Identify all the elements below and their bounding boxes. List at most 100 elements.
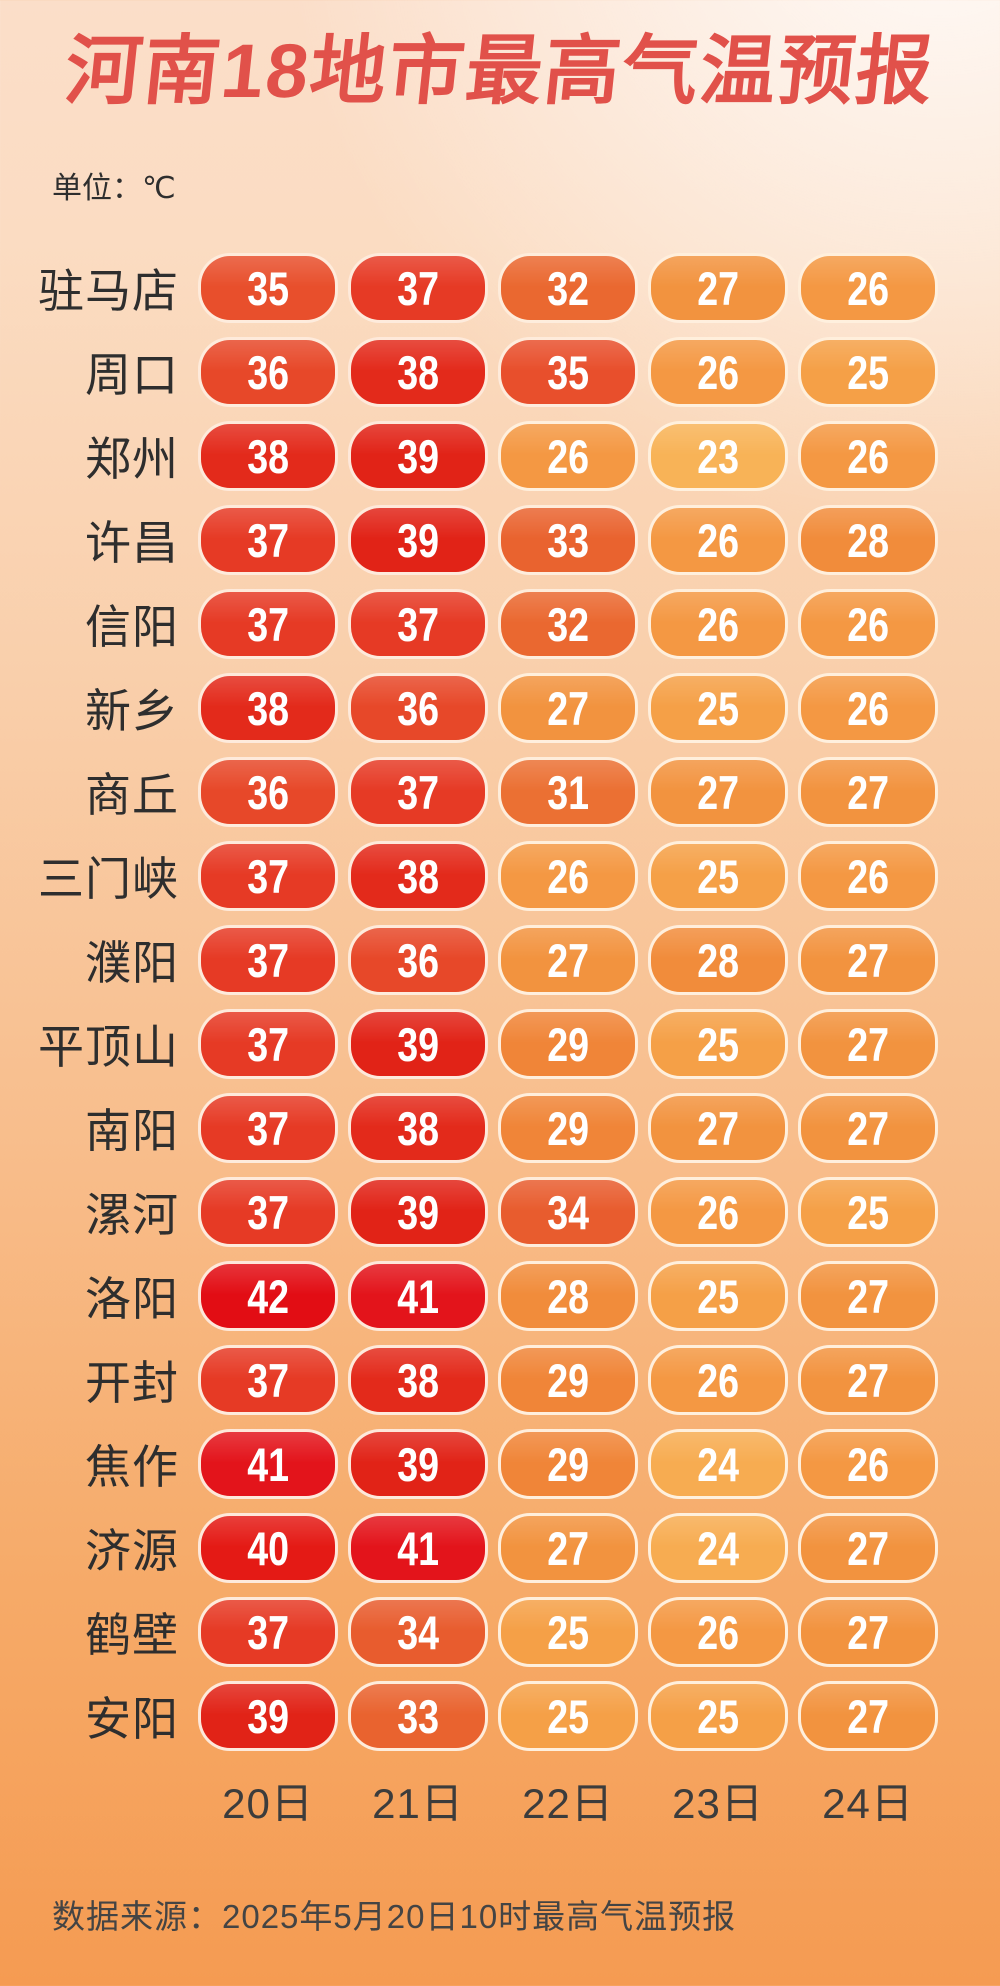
temp-pill: 27 — [798, 1597, 938, 1668]
temp-cell: 26 — [643, 1597, 793, 1668]
temp-value: 36 — [247, 345, 289, 399]
table-row: 信阳 37 37 32 26 26 — [0, 582, 1000, 666]
temp-value: 37 — [247, 1017, 289, 1071]
temp-pill: 28 — [498, 1261, 638, 1332]
temp-value: 26 — [547, 849, 589, 903]
temp-cell: 25 — [643, 841, 793, 912]
temp-value: 26 — [847, 597, 889, 651]
temp-cell: 24 — [643, 1513, 793, 1584]
temp-pill: 31 — [498, 757, 638, 828]
temp-pill: 27 — [798, 1093, 938, 1164]
temp-pill: 26 — [648, 505, 788, 576]
temp-pill: 25 — [798, 337, 938, 408]
temp-pill: 25 — [648, 841, 788, 912]
temp-value: 25 — [697, 849, 739, 903]
temp-value: 29 — [547, 1353, 589, 1407]
city-label: 信阳 — [85, 601, 179, 654]
temp-value: 41 — [247, 1437, 289, 1491]
temp-pill: 25 — [648, 1681, 788, 1752]
temp-cell: 26 — [493, 841, 643, 912]
data-source-note: 数据来源：2025年5月20日10时最高气温预报 — [52, 1898, 737, 1936]
temp-cell: 26 — [793, 253, 943, 324]
temp-pill: 37 — [348, 757, 488, 828]
temp-value: 38 — [397, 345, 439, 399]
temp-cell: 27 — [793, 1345, 943, 1416]
temp-pill: 27 — [798, 1681, 938, 1752]
temp-pill: 27 — [498, 925, 638, 996]
city-label: 新乡 — [85, 685, 179, 738]
temp-value: 25 — [697, 1017, 739, 1071]
temp-cell: 37 — [343, 589, 493, 660]
temp-pill: 37 — [348, 253, 488, 324]
temp-pill: 33 — [498, 505, 638, 576]
temp-cell: 39 — [343, 1177, 493, 1248]
temp-value: 39 — [397, 429, 439, 483]
temp-value: 32 — [547, 261, 589, 315]
temp-cell: 41 — [193, 1429, 343, 1500]
temp-pill: 25 — [648, 1009, 788, 1080]
temp-value: 25 — [847, 345, 889, 399]
temp-pill: 26 — [648, 1177, 788, 1248]
table-row: 商丘 36 37 31 27 27 — [0, 750, 1000, 834]
temp-value: 25 — [697, 1689, 739, 1743]
temp-pill: 27 — [798, 757, 938, 828]
temp-cell: 29 — [493, 1093, 643, 1164]
temp-pill: 38 — [198, 421, 338, 492]
temp-pill: 29 — [498, 1345, 638, 1416]
temp-cell: 27 — [793, 1261, 943, 1332]
temp-pill: 35 — [498, 337, 638, 408]
table-row: 濮阳 37 36 27 28 27 — [0, 918, 1000, 1002]
temp-value: 41 — [397, 1521, 439, 1575]
temp-cell: 25 — [793, 1177, 943, 1248]
temp-cell: 25 — [493, 1681, 643, 1752]
temp-pill: 37 — [198, 505, 338, 576]
temp-pill: 29 — [498, 1429, 638, 1500]
temp-pill: 26 — [798, 673, 938, 744]
temp-value: 26 — [847, 681, 889, 735]
temp-cell: 39 — [343, 1429, 493, 1500]
temp-value: 26 — [697, 1185, 739, 1239]
temp-value: 26 — [697, 345, 739, 399]
temp-pill: 27 — [648, 1093, 788, 1164]
temp-cell: 38 — [193, 673, 343, 744]
temp-pill: 23 — [648, 421, 788, 492]
city-label: 鹤壁 — [85, 1609, 179, 1662]
temp-pill: 27 — [798, 1261, 938, 1332]
temp-cell: 29 — [493, 1009, 643, 1080]
temp-pill: 27 — [798, 1513, 938, 1584]
temp-value: 37 — [247, 1185, 289, 1239]
temp-value: 39 — [397, 1185, 439, 1239]
temp-cell: 31 — [493, 757, 643, 828]
temp-pill: 25 — [648, 673, 788, 744]
temp-cell: 26 — [793, 841, 943, 912]
temp-cell: 36 — [343, 673, 493, 744]
temp-cell: 26 — [793, 589, 943, 660]
temp-cell: 38 — [343, 1093, 493, 1164]
temp-value: 27 — [847, 1017, 889, 1071]
temp-value: 32 — [547, 597, 589, 651]
temp-pill: 25 — [498, 1681, 638, 1752]
temp-value: 26 — [697, 513, 739, 567]
temp-pill: 27 — [798, 1009, 938, 1080]
temp-cell: 39 — [343, 421, 493, 492]
city-label: 许昌 — [85, 517, 179, 570]
temp-pill: 27 — [648, 757, 788, 828]
temp-value: 38 — [397, 849, 439, 903]
temp-pill: 26 — [648, 1345, 788, 1416]
temp-value: 31 — [547, 765, 589, 819]
temp-value: 34 — [547, 1185, 589, 1239]
temp-value: 26 — [847, 261, 889, 315]
temp-value: 27 — [697, 765, 739, 819]
temp-value: 26 — [697, 597, 739, 651]
temp-pill: 37 — [198, 1177, 338, 1248]
city-label: 济源 — [85, 1525, 179, 1578]
temp-cell: 38 — [343, 1345, 493, 1416]
temp-cell: 37 — [343, 757, 493, 828]
temp-value: 26 — [847, 1437, 889, 1491]
temp-pill: 38 — [348, 1345, 488, 1416]
temp-value: 27 — [547, 1521, 589, 1575]
temp-cell: 26 — [643, 1345, 793, 1416]
temp-cell: 27 — [793, 1009, 943, 1080]
temp-value: 38 — [247, 681, 289, 735]
temp-value: 39 — [397, 1437, 439, 1491]
